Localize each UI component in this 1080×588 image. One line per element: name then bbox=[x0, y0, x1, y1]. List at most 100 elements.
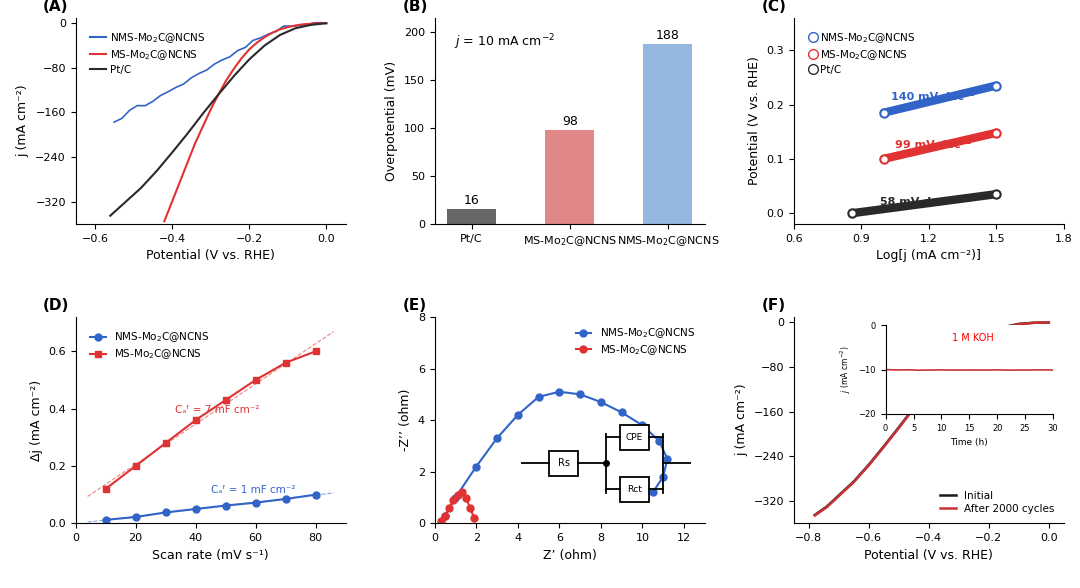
MS-Mo$_2$C@NCNS bbox=[279, 359, 292, 366]
Text: (C): (C) bbox=[761, 0, 786, 14]
Y-axis label: Δj (mA cm⁻²): Δj (mA cm⁻²) bbox=[29, 380, 42, 460]
Pt/C bbox=[150, 168, 163, 175]
Y-axis label: j (mA cm⁻²): j (mA cm⁻²) bbox=[16, 85, 29, 157]
Bar bbox=[644, 44, 692, 224]
MS-Mo₂C@NCNS bbox=[165, 198, 178, 205]
Text: 58 mV dec⁻¹: 58 mV dec⁻¹ bbox=[879, 198, 956, 208]
MS-Mo₂C@NCNS bbox=[227, 65, 240, 72]
Text: 99 mV dec⁻¹: 99 mV dec⁻¹ bbox=[895, 140, 972, 150]
NMS-Mo₂C@NCNS bbox=[162, 88, 175, 95]
NMS-Mo$_2$C@NCNS bbox=[130, 513, 143, 520]
MS-Mo₂C@NCNS bbox=[158, 218, 171, 225]
MS-Mo$_2$C@NCNS bbox=[459, 494, 472, 501]
Initial bbox=[1012, 320, 1025, 328]
X-axis label: Log[j (mA cm⁻²)]: Log[j (mA cm⁻²)] bbox=[876, 249, 982, 262]
NMS-Mo₂C@NCNS bbox=[293, 22, 306, 29]
After 2000 cycles bbox=[937, 368, 950, 375]
NMS-Mo₂C@NCNS bbox=[208, 61, 221, 68]
MS-Mo₂C@NCNS bbox=[289, 22, 302, 29]
Initial bbox=[821, 503, 834, 510]
MS-Mo₂C@NCNS bbox=[189, 139, 202, 146]
MS-Mo$_2$C@NCNS bbox=[438, 512, 451, 519]
NMS-Mo$_2$C@NCNS bbox=[661, 455, 674, 462]
NMS-Mo$_2$C@NCNS bbox=[490, 435, 503, 442]
NMS-Mo₂C@NCNS bbox=[138, 102, 151, 109]
NMS-Mo₂C@NCNS bbox=[170, 84, 183, 91]
MS-Mo₂C@NCNS bbox=[173, 179, 186, 186]
MS-Mo$_2$C@NCNS bbox=[456, 489, 469, 496]
NMS-Mo₂C@NCNS bbox=[316, 19, 329, 26]
Initial bbox=[833, 492, 846, 499]
Initial bbox=[937, 368, 950, 375]
MS-Mo$_2$C@NCNS bbox=[99, 485, 112, 492]
NMS-Mo₂C@NCNS bbox=[231, 47, 244, 54]
Text: (E): (E) bbox=[403, 298, 427, 313]
Initial bbox=[953, 352, 966, 359]
Initial bbox=[877, 443, 890, 450]
After 2000 cycles bbox=[997, 324, 1010, 331]
NMS-Mo₂C@NCNS bbox=[116, 115, 129, 122]
Text: (D): (D) bbox=[43, 298, 69, 313]
Text: $j$ = 10 mA cm$^{-2}$: $j$ = 10 mA cm$^{-2}$ bbox=[454, 32, 555, 52]
MS-Mo₂C@NCNS bbox=[305, 20, 318, 27]
Pt/C bbox=[320, 19, 333, 26]
Line: Initial: Initial bbox=[814, 322, 1049, 515]
Line: MS-Mo$_2$C@NCNS: MS-Mo$_2$C@NCNS bbox=[437, 489, 477, 524]
Initial bbox=[907, 405, 920, 412]
After 2000 cycles bbox=[1042, 319, 1055, 326]
Line: Pt/C: Pt/C bbox=[110, 23, 326, 216]
Bar bbox=[545, 130, 594, 224]
NMS-Mo$_2$C@NCNS bbox=[511, 412, 524, 419]
Text: 98: 98 bbox=[562, 115, 578, 128]
Pt/C bbox=[227, 73, 240, 80]
Legend: NMS-Mo$_2$C@NCNS, MS-Mo$_2$C@NCNS: NMS-Mo$_2$C@NCNS, MS-Mo$_2$C@NCNS bbox=[86, 326, 214, 365]
Text: Cₐᶠ = 7 mF cm⁻²: Cₐᶠ = 7 mF cm⁻² bbox=[175, 405, 259, 415]
MS-Mo$_2$C@NCNS bbox=[468, 514, 481, 522]
NMS-Mo₂C@NCNS bbox=[270, 28, 283, 35]
Y-axis label: -Z’’ (ohm): -Z’’ (ohm) bbox=[400, 389, 413, 452]
NMS-Mo₂C@NCNS bbox=[254, 34, 267, 41]
NMS-Mo₂C@NCNS bbox=[177, 81, 190, 88]
After 2000 cycles bbox=[1012, 320, 1025, 328]
MS-Mo₂C@NCNS bbox=[258, 34, 271, 41]
After 2000 cycles bbox=[848, 479, 861, 486]
After 2000 cycles bbox=[953, 352, 966, 359]
MS-Mo₂C@NCNS bbox=[181, 159, 194, 166]
After 2000 cycles bbox=[1027, 319, 1040, 326]
MS-Mo₂C@NCNS bbox=[266, 29, 279, 36]
Line: NMS-Mo$_2$C@NCNS: NMS-Mo$_2$C@NCNS bbox=[103, 491, 319, 523]
X-axis label: Potential (V vs. RHE): Potential (V vs. RHE) bbox=[146, 249, 275, 262]
Line: NMS-Mo₂C@NCNS: NMS-Mo₂C@NCNS bbox=[114, 23, 326, 122]
NMS-Mo$_2$C@NCNS bbox=[449, 494, 462, 501]
Text: (A): (A) bbox=[43, 0, 69, 14]
Initial bbox=[968, 339, 981, 346]
NMS-Mo₂C@NCNS bbox=[224, 54, 237, 61]
NMS-Mo₂C@NCNS bbox=[278, 22, 291, 29]
After 2000 cycles bbox=[808, 512, 821, 519]
NMS-Mo₂C@NCNS bbox=[262, 31, 275, 38]
Pt/C bbox=[273, 31, 286, 38]
Initial bbox=[862, 461, 875, 468]
Text: 16: 16 bbox=[463, 194, 480, 207]
After 2000 cycles bbox=[821, 503, 834, 510]
MS-Mo₂C@NCNS bbox=[204, 106, 217, 113]
NMS-Mo₂C@NCNS bbox=[320, 19, 333, 26]
MS-Mo₂C@NCNS bbox=[212, 91, 225, 98]
MS-Mo$_2$C@NCNS bbox=[159, 439, 172, 446]
NMS-Mo$_2$C@NCNS bbox=[532, 393, 545, 400]
Initial bbox=[892, 424, 905, 431]
Pt/C bbox=[197, 110, 210, 117]
NMS-Mo$_2$C@NCNS bbox=[616, 409, 629, 416]
Bar bbox=[447, 209, 496, 224]
NMS-Mo$_2$C@NCNS bbox=[279, 496, 292, 503]
MS-Mo$_2$C@NCNS bbox=[451, 492, 464, 499]
MS-Mo₂C@NCNS bbox=[312, 19, 325, 26]
After 2000 cycles bbox=[922, 385, 935, 392]
Legend: NMS-Mo$_2$C@NCNS, MS-Mo$_2$C@NCNS, Pt/C: NMS-Mo$_2$C@NCNS, MS-Mo$_2$C@NCNS, Pt/C bbox=[805, 27, 920, 79]
Pt/C bbox=[181, 130, 194, 137]
Initial bbox=[983, 329, 996, 336]
Line: NMS-Mo$_2$C@NCNS: NMS-Mo$_2$C@NCNS bbox=[442, 388, 671, 519]
MS-Mo₂C@NCNS bbox=[251, 39, 264, 46]
Initial bbox=[808, 512, 821, 519]
MS-Mo$_2$C@NCNS bbox=[443, 505, 456, 512]
